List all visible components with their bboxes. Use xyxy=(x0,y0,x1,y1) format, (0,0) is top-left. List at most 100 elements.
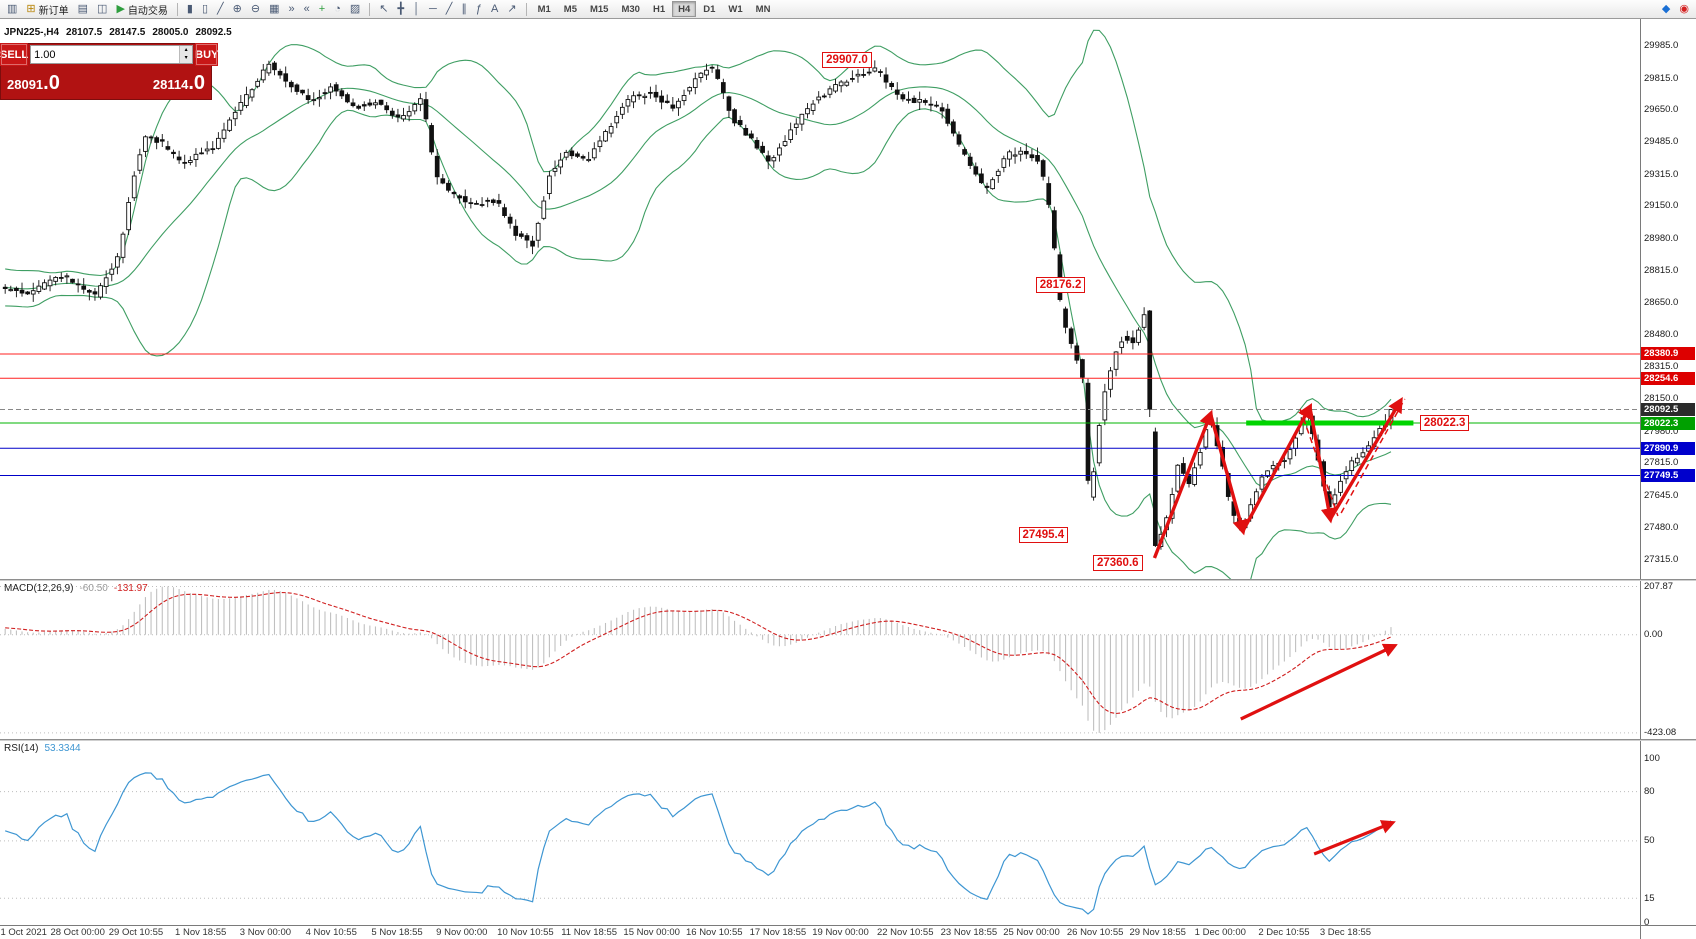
text-label-button[interactable]: A xyxy=(487,1,502,18)
new-chart-button[interactable]: ▥ xyxy=(3,1,21,18)
price-annotation[interactable]: 27495.4 xyxy=(1018,527,1069,543)
buy-button[interactable]: BUY xyxy=(195,43,219,66)
tile-windows-button[interactable]: ▦ xyxy=(265,1,283,18)
time-axis-label: 23 Nov 18:55 xyxy=(940,927,998,938)
macd-main-value: -60.50 xyxy=(79,583,108,594)
price-tag: 28022.3 xyxy=(1641,416,1695,430)
bar-chart-icon: ▮ xyxy=(186,2,193,15)
zoom-in-button[interactable]: ⊕ xyxy=(229,1,246,18)
trendline-icon: ╱ xyxy=(445,2,453,15)
horizontal-line-button[interactable]: ─ xyxy=(425,1,441,18)
auto-trading-icon: ▶ xyxy=(116,2,125,15)
vertical-line-button[interactable]: │ xyxy=(409,1,424,18)
trend-dashed-line[interactable] xyxy=(1299,408,1339,517)
trend-arrow[interactable] xyxy=(1241,402,1313,532)
price-tick-label: 28980.0 xyxy=(1644,233,1679,245)
price-tick-label: 28315.0 xyxy=(1644,361,1679,373)
rsi-trend-arrow[interactable] xyxy=(1313,820,1396,856)
bollinger-lower-band xyxy=(5,108,1392,579)
community-icon: ◉ xyxy=(1679,2,1689,15)
close-value: 28092.5 xyxy=(195,27,232,38)
trend-dashed-line[interactable] xyxy=(1340,398,1406,514)
rsi-line xyxy=(4,772,1392,915)
candlestick-chart-button[interactable]: ▯ xyxy=(198,1,212,18)
time-axis-label: 29 Oct 10:55 xyxy=(108,927,164,938)
rsi-scale-label: 15 xyxy=(1644,892,1655,904)
timeframe-d1[interactable]: D1 xyxy=(703,3,716,15)
macd-chart xyxy=(0,585,1640,734)
line-chart-button[interactable]: ╱ xyxy=(213,1,228,18)
trend-arrow[interactable] xyxy=(1328,397,1403,520)
time-axis-label: 9 Nov 00:00 xyxy=(436,927,488,938)
low-value: 28005.0 xyxy=(152,27,189,38)
period-selector-button[interactable]: ◔ xyxy=(330,1,345,18)
sell-button[interactable]: SELL xyxy=(0,43,29,66)
macd-trend-arrow[interactable] xyxy=(1240,643,1398,721)
equidistant-channel-button[interactable]: ∥ xyxy=(457,1,471,18)
time-axis-label: 22 Nov 10:55 xyxy=(876,927,934,938)
chart-shift-button[interactable]: « xyxy=(300,1,314,18)
price-tick-label: 29150.0 xyxy=(1644,200,1679,212)
new-order-button[interactable]: ⊞ 新订单 xyxy=(22,1,72,18)
auto-scroll-button[interactable]: » xyxy=(285,1,299,18)
price-tick-label: 27315.0 xyxy=(1644,553,1679,565)
macd-title: MACD(12,26,9) xyxy=(4,583,74,594)
time-axis-label: 10 Nov 10:55 xyxy=(497,927,554,938)
volume-down-button[interactable]: ▾ xyxy=(180,54,193,63)
timeframe-w1[interactable]: W1 xyxy=(728,3,743,15)
price-scale[interactable]: 29985.0 29815.0 29650.0 29485.0 29315.0 29150… xyxy=(1640,19,1696,939)
add-indicator-icon: + xyxy=(318,2,326,15)
panel-splitter[interactable] xyxy=(0,739,1696,741)
auto-trading-button[interactable]: ▶ 自动交易 xyxy=(112,1,171,18)
arrows-tool-button[interactable]: ↗ xyxy=(503,1,520,18)
trend-arrow[interactable] xyxy=(1308,406,1336,524)
main-chart-panel[interactable]: JPN225-,H4 28107.5 28147.5 28005.0 28092… xyxy=(0,19,1640,579)
price-annotation[interactable]: 28176.2 xyxy=(1035,277,1086,293)
new-order-icon: ⊞ xyxy=(26,2,36,15)
trend-arrow[interactable] xyxy=(1152,409,1214,559)
macd-signal-value: -131.97 xyxy=(113,583,148,594)
timeframe-m15[interactable]: M15 xyxy=(589,3,609,15)
rsi-panel[interactable]: RSI(14) 53.3344 xyxy=(0,741,1640,925)
bar-chart-button[interactable]: ▮ xyxy=(183,1,197,18)
zoom-out-button[interactable]: ⊖ xyxy=(247,1,264,18)
time-axis-label: 15 Nov 00:00 xyxy=(623,927,680,938)
community-button[interactable]: ◉ xyxy=(1675,1,1693,18)
trend-arrow[interactable] xyxy=(1208,413,1248,536)
price-tick-label: 27480.0 xyxy=(1644,521,1679,533)
news-button[interactable]: ◆ xyxy=(1658,1,1674,18)
price-annotation[interactable]: 28022.3 xyxy=(1419,415,1470,431)
add-indicator-button[interactable]: + xyxy=(315,1,329,18)
timeframe-m5[interactable]: M5 xyxy=(563,3,577,15)
line-chart-icon: ╱ xyxy=(217,2,224,15)
toolbar: ▥ ⊞ 新订单 ▤ ◫ ▶ 自动交易 ▮ ▯ ╱ ⊕ ⊖ ▦ » « + ◔ ▨ ↖ ╋ │ ─ ╱ ∥ ƒ A ↗ M1 M5 M15 M… xyxy=(0,0,1696,19)
macd-label: MACD(12,26,9) -60.50 -131.97 xyxy=(4,583,148,594)
timeframe-m1[interactable]: M1 xyxy=(537,3,551,15)
time-axis-border xyxy=(0,925,1696,926)
cursor-button[interactable]: ↖ xyxy=(375,1,392,18)
chart-windows-button[interactable]: ◫ xyxy=(93,1,111,18)
price-tag: 27890.9 xyxy=(1641,441,1695,455)
profiles-button[interactable]: ▤ xyxy=(74,1,92,18)
timeframe-h4[interactable]: H4 xyxy=(672,1,697,17)
one-click-trading-panel: SELL ▴ ▾ BUY 28091.0 28114.0 xyxy=(0,43,219,100)
volume-input[interactable] xyxy=(31,46,180,63)
symbol-period: JPN225-,H4 xyxy=(4,27,60,38)
macd-panel[interactable]: MACD(12,26,9) -60.50 -131.97 xyxy=(0,581,1640,739)
vertical-line-icon: │ xyxy=(413,2,420,15)
zoom-out-icon: ⊖ xyxy=(250,2,261,15)
panel-splitter[interactable] xyxy=(0,579,1696,581)
timeframe-m30[interactable]: M30 xyxy=(621,3,640,15)
crosshair-button[interactable]: ╋ xyxy=(393,1,408,18)
volume-up-button[interactable]: ▴ xyxy=(180,46,193,55)
fibonacci-button[interactable]: ƒ xyxy=(472,1,486,18)
time-axis[interactable]: 1 Oct 2021 28 Oct 00:00 29 Oct 10:55 1 Nov … xyxy=(0,926,1640,939)
timeframe-h1[interactable]: H1 xyxy=(652,3,666,15)
sell-price: 28091.0 xyxy=(7,71,60,94)
auto-scroll-icon: » xyxy=(288,2,295,15)
price-annotation[interactable]: 27360.6 xyxy=(1092,555,1143,571)
price-annotation[interactable]: 29907.0 xyxy=(822,52,872,68)
trendline-button[interactable]: ╱ xyxy=(442,1,457,18)
templates-button[interactable]: ▨ xyxy=(346,1,364,18)
timeframe-mn[interactable]: MN xyxy=(755,3,771,15)
